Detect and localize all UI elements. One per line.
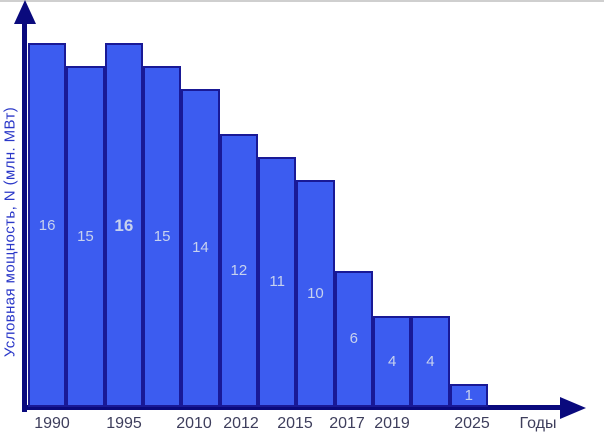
bar: 15 xyxy=(66,65,105,407)
bar: 4 xyxy=(411,316,450,407)
x-tick-label: 2017 xyxy=(329,415,365,432)
bar: 6 xyxy=(334,270,373,407)
y-axis-line xyxy=(22,14,27,412)
bar-value-label: 4 xyxy=(387,353,397,370)
bar: 12 xyxy=(219,134,258,407)
x-axis-arrow-icon xyxy=(560,396,586,419)
bar-value-label: 15 xyxy=(77,227,94,245)
x-axis-title: Годы xyxy=(519,415,557,432)
x-axis-line xyxy=(22,405,562,410)
x-tick-label: 2010 xyxy=(176,415,212,432)
bar: 11 xyxy=(258,156,297,407)
x-tick-label: 2012 xyxy=(223,415,259,432)
bar-value-label: 1 xyxy=(464,387,473,405)
bar-value-label: 16 xyxy=(38,216,56,234)
bar-value-label: 16 xyxy=(114,215,134,235)
x-tick-label: 2019 xyxy=(374,415,410,432)
bar-value-label: 4 xyxy=(426,353,435,370)
bar-value-label: 6 xyxy=(349,330,358,348)
x-tick-label: 1990 xyxy=(34,415,70,432)
bar-value-label: 10 xyxy=(307,284,324,302)
y-axis-title: Условная мощность, N (млн. МВт) xyxy=(1,106,19,358)
bar: 15 xyxy=(143,65,182,407)
x-tick-label: 1995 xyxy=(106,415,142,432)
screenshot-top-border xyxy=(0,0,604,2)
bar: 1 xyxy=(449,384,488,407)
x-tick-label: 2025 xyxy=(454,415,490,432)
x-tick-label: 2015 xyxy=(277,415,313,432)
bar: 10 xyxy=(296,179,335,407)
bar: 4 xyxy=(373,316,412,407)
bar: 16 xyxy=(104,43,143,407)
bar-value-label: 12 xyxy=(230,262,248,279)
y-axis-arrow-icon xyxy=(14,0,36,24)
bar: 14 xyxy=(181,88,220,407)
bar-value-label: 14 xyxy=(192,239,209,257)
bar: 16 xyxy=(28,43,67,407)
bar-value-label: 11 xyxy=(269,273,285,291)
bar-value-label: 15 xyxy=(153,227,171,245)
